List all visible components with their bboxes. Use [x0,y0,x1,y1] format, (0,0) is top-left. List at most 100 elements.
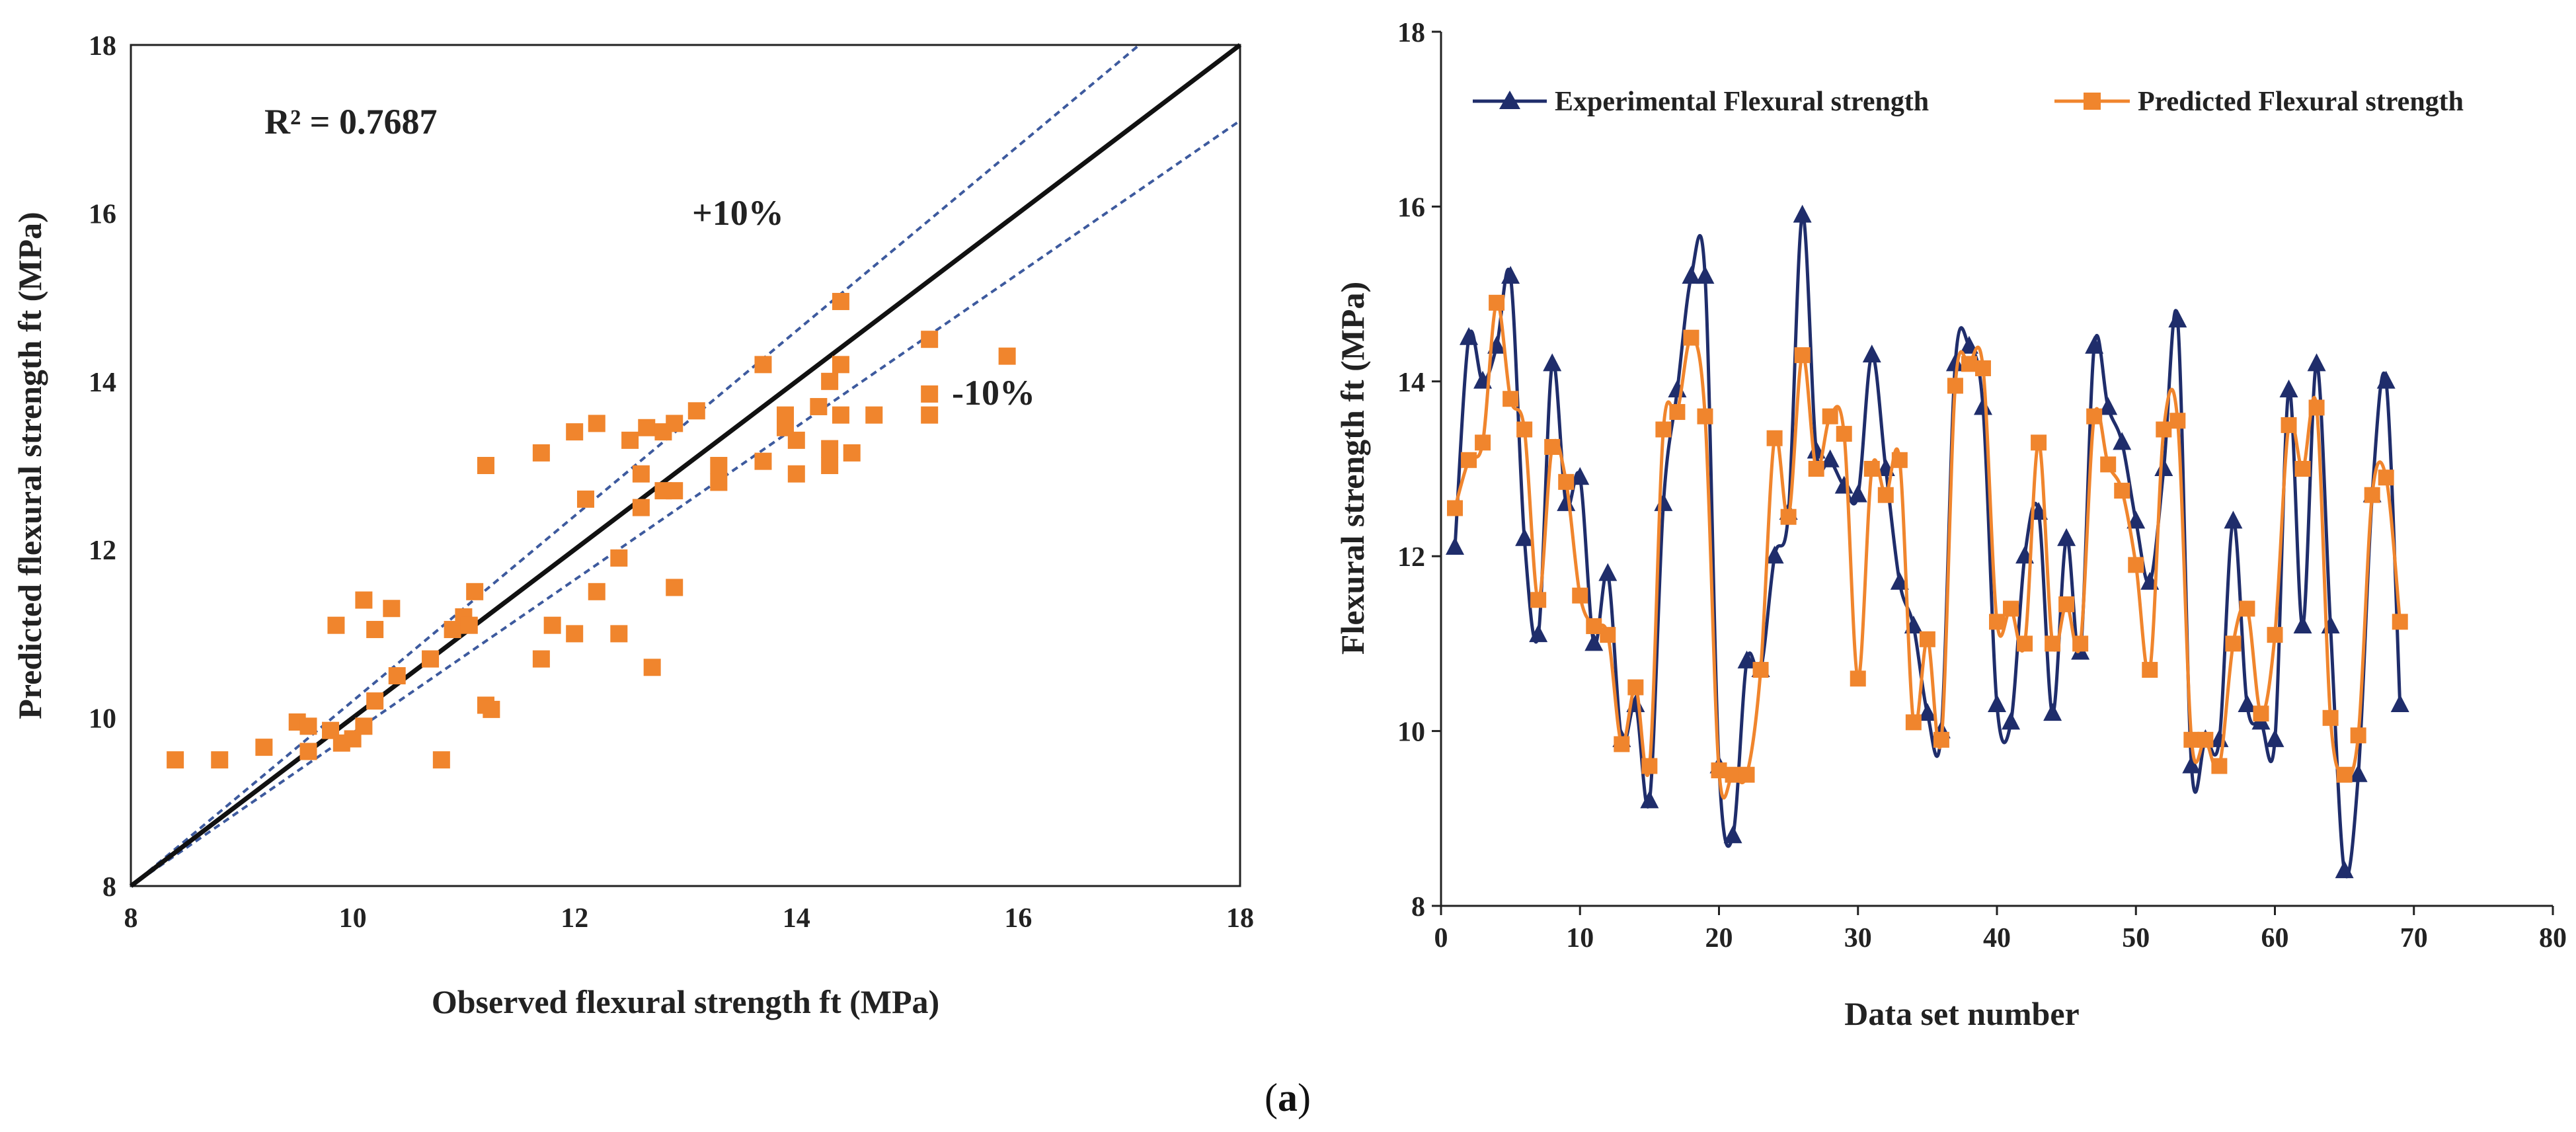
scatter-point-0 [167,751,184,769]
experimental-point-15 [1640,790,1659,809]
line-x-tick-80: 80 [2539,923,2567,953]
predicted-point-36 [1933,731,1949,748]
scatter-x-tick-10: 10 [339,903,367,934]
predicted-point-67 [2364,487,2380,503]
experimental-point-40 [1988,694,2006,712]
predicted-point-37 [1947,378,1963,394]
predicted-point-39 [1974,360,1991,376]
legend-entry-experimental: Experimental Flexural strength [1473,87,1929,117]
line-series [1446,204,2409,879]
experimental-point-22 [1737,650,1756,668]
experimental-point-54 [2182,755,2201,774]
scatter-point-36 [632,465,650,483]
experimental-point-30 [1848,484,1867,503]
experimental-point-48 [2099,397,2118,415]
experimental-point-52 [2154,458,2173,476]
scatter-point-14 [383,600,401,618]
legend-entry-predicted: Predicted Flexural strength [2054,87,2464,117]
experimental-point-6 [1515,528,1534,546]
experimental-point-68 [2376,370,2396,389]
experimental-point-50 [2127,510,2146,529]
line-y-tick-8: 8 [1411,892,1425,922]
legend-predicted-square-icon [2084,93,2101,110]
predicted-point-18 [1683,329,1699,346]
scatter-point-65 [921,406,939,424]
scatter-y-tick-12: 12 [89,536,116,566]
line-x-tick-50: 50 [2122,923,2150,953]
experimental-point-37 [1945,353,1965,372]
predicted-point-3 [1475,434,1491,451]
line-y-tick-10: 10 [1397,717,1425,748]
experimental-point-62 [2293,615,2312,633]
scatter-point-64 [921,385,939,403]
line-x-tick-60: 60 [2261,923,2289,953]
experimental-point-10 [1571,467,1590,485]
predicted-point-47 [2086,408,2103,425]
scatter-point-55 [821,440,839,458]
r-squared-label: R² = 0.7687 [264,102,437,142]
line-x-tick-70: 70 [2400,923,2428,953]
scatter-point-20 [460,616,478,634]
experimental-point-44 [2043,703,2062,721]
predicted-point-33 [1891,452,1908,468]
experimental-point-33 [1890,571,1909,590]
predicted-point-60 [2267,627,2283,643]
scatter-point-52 [787,431,805,449]
experimental-point-60 [2265,729,2284,747]
predicted-point-68 [2378,469,2394,486]
scatter-x-axis-title: Observed flexural strength ft (MPa) [432,983,939,1020]
scatter-point-24 [483,700,500,718]
scatter-point-57 [821,372,839,390]
predicted-point-38 [1961,356,1977,372]
experimental-point-65 [2335,860,2354,879]
line-x-tick-labels: 0 10 20 30 40 50 60 70 80 [1434,906,2567,953]
line-x-tick-30: 30 [1844,923,1872,953]
scatter-point-33 [610,549,628,567]
predicted-point-52 [2156,421,2172,438]
scatter-point-29 [576,490,594,508]
predicted-point-49 [2114,483,2130,499]
predicted-point-4 [1489,294,1505,311]
predicted-point-43 [2031,434,2047,451]
scatter-point-5 [299,717,317,735]
experimental-point-7 [1529,624,1548,643]
scatter-point-1 [211,751,229,769]
minus-ten-percent-line [130,119,1241,887]
predicted-point-12 [1600,627,1616,643]
predicted-point-32 [1877,487,1894,503]
experimental-point-63 [2307,353,2326,372]
scatter-point-11 [355,591,373,609]
legend-experimental-triangle-icon [1499,91,1520,109]
scatter-y-tick-labels: 8 10 12 14 16 18 [89,31,116,903]
scatter-y-tick-18: 18 [89,31,116,61]
caption-letter: a [1278,1076,1298,1119]
predicted-point-54 [2183,731,2200,748]
predicted-point-30 [1850,670,1866,687]
predicted-point-44 [2045,635,2061,652]
predicted-point-59 [2253,706,2269,722]
predicted-point-65 [2336,766,2353,783]
predicted-point-23 [1752,662,1769,678]
scatter-point-39 [643,659,661,676]
scatter-fit-line [129,43,1242,888]
experimental-point-57 [2224,510,2243,529]
experimental-point-28 [1820,449,1840,467]
experimental-point-53 [2168,309,2187,328]
experimental-point-66 [2349,764,2368,782]
line-y-tick-labels: 8 10 12 14 16 18 [1397,18,1441,922]
predicted-point-24 [1766,430,1783,446]
scatter-point-47 [710,457,728,474]
experimental-point-64 [2321,615,2340,633]
scatter-point-61 [843,444,861,462]
legend-predicted-label: Predicted Flexural strength [2138,87,2464,117]
experimental-point-8 [1543,353,1562,372]
experimental-point-26 [1793,204,1812,223]
predicted-point-2 [1461,452,1477,468]
predicted-point-1 [1447,500,1464,516]
scatter-point-22 [477,457,494,474]
predicted-point-66 [2350,727,2366,744]
scatter-x-tick-18: 18 [1226,903,1254,934]
line-y-tick-12: 12 [1397,542,1425,573]
predicted-point-46 [2072,635,2089,652]
line-x-tick-40: 40 [1983,923,2011,953]
